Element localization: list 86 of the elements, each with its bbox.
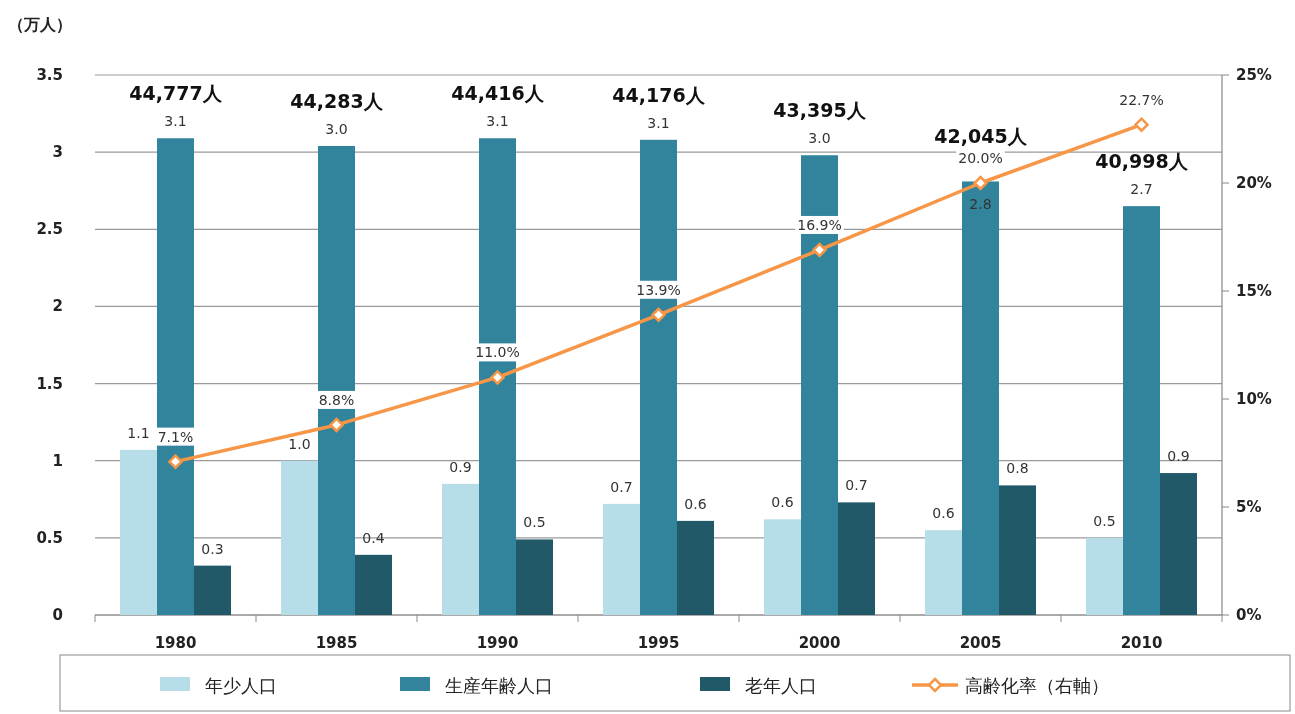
y2-tick-label: 15% [1236,282,1272,300]
y-tick-label: 3 [52,143,63,162]
data-label: 3.0 [808,130,831,147]
annotation: 44,777人 [129,82,223,105]
x-tick-label: 1995 [637,634,680,652]
bar [838,502,875,615]
y-tick-label: 3.5 [36,66,63,84]
bar [764,519,801,615]
annotation: 44,416人 [451,82,545,105]
bar [318,145,355,615]
data-label: 3.0 [325,120,348,137]
data-label: 0.5 [1093,512,1116,529]
bar [925,530,962,615]
bar [999,485,1036,615]
legend-label: 生産年齢人口 [445,675,553,696]
x-tick-label: 1990 [476,634,519,652]
legend-label: 老年人口 [745,675,817,696]
bar [120,449,157,615]
bar [962,181,999,615]
data-label: 20.0% [958,150,1003,166]
data-label: 0.3 [201,540,224,557]
data-label: 0.9 [1167,448,1190,465]
point [329,417,344,433]
bar [1160,473,1197,615]
y2-tick-label: 10% [1236,390,1272,408]
y2-tick-label: 20% [1236,174,1272,192]
y-tick-label: 1 [52,451,63,470]
y2-tick-label: 5% [1236,498,1262,516]
data-label: 0.4 [362,529,385,546]
data-label: 11.0% [475,344,520,361]
data-label: 0.6 [771,494,794,511]
bar [281,460,318,615]
x-tick-label: 2005 [959,634,1002,652]
point [1134,117,1149,132]
bar [442,483,479,615]
data-label: 0.7 [845,477,868,494]
data-label: 3.1 [486,113,509,130]
annotation: 42,045人 [934,125,1028,148]
annotation: 40,998人 [1095,150,1189,173]
point [490,370,505,385]
bar [603,503,640,615]
y-axis-title: （万人） [8,15,72,34]
data-label: 8.8% [318,391,355,408]
data-label: 0.7 [610,478,633,495]
bar [355,554,392,615]
legend-label: 高齢化率（右軸） [965,675,1109,696]
x-tick-label: 1980 [154,634,197,652]
annotation: 43,395人 [773,99,867,122]
point [651,307,666,323]
y-tick-label: 0.5 [36,528,63,547]
data-label: 2.7 [1130,181,1153,198]
bar [157,138,194,615]
data-label: 13.9% [636,281,681,298]
x-tick-label: 2000 [798,634,841,652]
y-tick-label: 2.5 [36,220,63,239]
x-tick-label: 1985 [315,634,358,652]
data-label: 0.5 [523,514,546,531]
data-label: 1.1 [127,424,150,441]
bar [516,539,553,615]
legend-label: 年少人口 [205,675,277,696]
bar [677,520,714,615]
data-label: 0.6 [932,505,955,522]
data-label: 3.1 [164,113,187,130]
y2-tick-label: 25% [1236,66,1272,84]
data-label: 3.1 [647,114,670,131]
bar [194,565,231,615]
data-label: 0.9 [449,458,472,475]
data-label: 16.9% [797,216,842,233]
data-label: 0.6 [684,495,707,512]
x-tick-label: 2010 [1120,634,1163,652]
y-tick-label: 1.5 [36,374,63,393]
data-label: 1.0 [288,435,311,452]
point [973,175,988,191]
data-label: 7.1% [157,428,194,445]
point [168,454,183,469]
bar [1086,537,1123,615]
annotation: 44,283人 [290,89,384,112]
annotation: 44,176人 [612,83,706,106]
y-tick-label: 0 [52,606,63,624]
data-label: 22.7% [1119,91,1164,108]
y-tick-label: 2 [52,297,63,316]
data-label: 2.8 [969,196,992,213]
y2-tick-label: 0% [1236,606,1262,624]
data-label: 0.8 [1006,460,1029,477]
bar [1123,206,1160,615]
point [812,242,827,258]
